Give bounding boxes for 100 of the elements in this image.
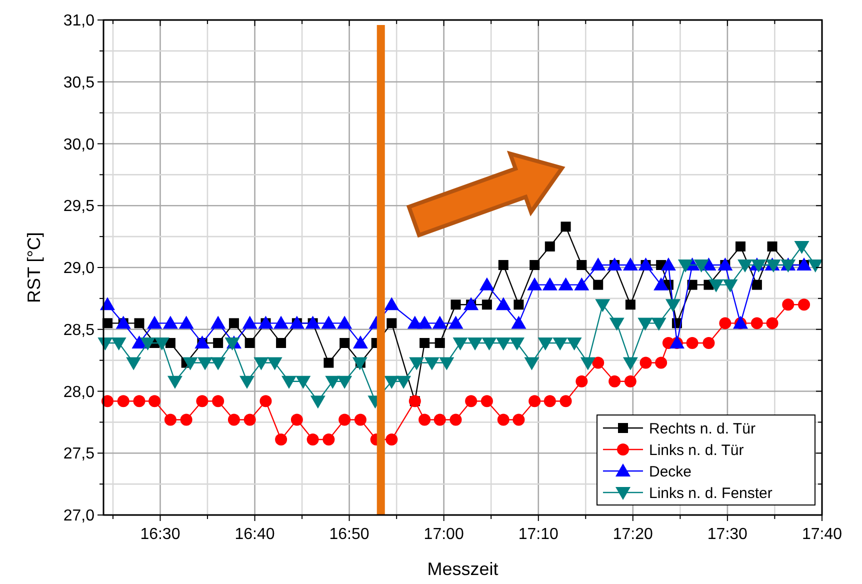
point <box>560 222 571 232</box>
point <box>275 434 288 446</box>
x-tick-label: 16:50 <box>329 526 370 543</box>
point <box>244 338 255 348</box>
y-tick-label: 30,5 <box>63 74 95 92</box>
point <box>482 300 492 310</box>
point <box>164 414 176 426</box>
point <box>468 337 483 350</box>
y-tick-label: 28,0 <box>63 384 95 401</box>
point <box>260 395 272 408</box>
point <box>258 316 274 329</box>
x-tick-label: 17:10 <box>518 526 559 543</box>
point <box>530 260 540 270</box>
point <box>607 258 622 271</box>
y-tick-label: 27,0 <box>63 508 95 525</box>
point <box>154 337 170 350</box>
point <box>274 316 289 329</box>
x-tick-label: 16:40 <box>234 526 275 543</box>
point <box>678 260 693 273</box>
point <box>798 298 810 311</box>
point <box>752 280 762 290</box>
point <box>660 258 676 271</box>
point <box>148 395 161 408</box>
point <box>386 318 397 328</box>
point <box>651 318 666 331</box>
point <box>228 414 240 426</box>
point <box>655 356 668 369</box>
point <box>528 395 541 408</box>
point <box>244 414 256 426</box>
point <box>182 357 198 370</box>
point <box>625 300 636 310</box>
point <box>452 337 468 350</box>
y-tick-label: 27,5 <box>63 446 95 463</box>
point <box>794 240 810 254</box>
point <box>719 317 732 330</box>
x-tick-label: 16:30 <box>140 526 180 543</box>
point <box>162 316 178 329</box>
point <box>654 277 669 290</box>
point <box>228 318 239 328</box>
y-axis-title: RST [°C] <box>24 232 44 303</box>
legend-label: Decke <box>649 463 692 480</box>
point <box>126 357 142 370</box>
x-tick-label: 17:30 <box>707 526 748 543</box>
point <box>782 298 794 311</box>
point <box>808 260 823 273</box>
point <box>580 357 596 370</box>
point <box>254 357 269 370</box>
point <box>544 395 556 408</box>
point <box>694 260 709 273</box>
point <box>384 376 400 389</box>
point <box>738 260 753 273</box>
point <box>337 376 352 389</box>
point <box>609 318 624 331</box>
point <box>558 277 574 290</box>
point <box>686 336 698 349</box>
point <box>178 316 194 329</box>
point <box>242 316 258 329</box>
point <box>514 300 524 310</box>
point <box>638 318 653 331</box>
point <box>418 414 431 426</box>
point <box>718 258 733 271</box>
point <box>306 434 319 446</box>
point <box>409 357 424 370</box>
point <box>396 376 412 389</box>
point <box>560 395 572 408</box>
point <box>450 414 462 426</box>
point <box>544 241 555 252</box>
point <box>665 299 680 312</box>
point <box>386 434 398 446</box>
point <box>512 414 525 426</box>
point <box>289 316 304 329</box>
point <box>324 358 334 368</box>
point <box>290 414 303 426</box>
point <box>592 356 604 369</box>
y-tick-label: 29,5 <box>63 198 95 216</box>
legend-label: Links n. d. Fenster <box>649 484 772 502</box>
point <box>448 316 464 329</box>
point <box>240 376 255 389</box>
point <box>498 260 508 270</box>
point <box>132 335 147 348</box>
point <box>267 357 282 370</box>
point <box>624 375 636 388</box>
point <box>450 300 461 310</box>
point <box>702 336 715 349</box>
y-tick-label: 28,5 <box>63 322 95 339</box>
point <box>590 258 606 271</box>
point <box>434 338 445 348</box>
point <box>212 395 224 408</box>
point <box>496 297 511 310</box>
point <box>542 277 558 290</box>
x-tick-label: 17:00 <box>424 526 464 543</box>
point <box>464 297 479 310</box>
point <box>352 357 368 370</box>
point <box>708 279 724 292</box>
point <box>595 299 610 312</box>
point <box>766 317 778 330</box>
x-tick-label: 17:40 <box>802 526 842 543</box>
point <box>194 335 210 348</box>
point <box>147 316 162 329</box>
y-tick-label: 30,0 <box>63 136 95 154</box>
